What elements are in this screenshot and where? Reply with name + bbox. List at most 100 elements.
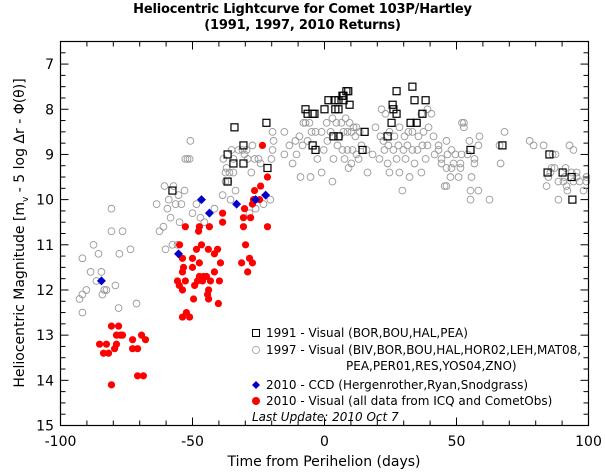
point-1997 [569, 146, 578, 154]
point-2010-visual [238, 259, 246, 267]
point-1997 [305, 118, 314, 127]
series-square-open [168, 82, 577, 204]
point-2010-ccd [96, 276, 106, 286]
point-1997 [107, 227, 116, 236]
point-1997 [86, 268, 95, 276]
point-1997 [344, 164, 353, 172]
point-2010-visual [99, 349, 108, 357]
point-1997 [582, 177, 591, 186]
point-2010-visual [111, 345, 119, 353]
point-2010-visual [188, 263, 197, 271]
x-tick-label: -100 [45, 434, 77, 450]
point-2010-ccd [232, 199, 242, 209]
legend-label-1997-line2: PEA,PER01,RES,YOS04,ZNO) [346, 359, 517, 373]
point-1997 [250, 155, 259, 163]
point-2010-visual [240, 205, 249, 213]
point-1997 [348, 146, 357, 154]
x-tick-label: -50 [181, 434, 204, 450]
point-1997 [166, 213, 175, 222]
point-1997 [317, 168, 326, 177]
point-1997 [311, 128, 320, 136]
point-1997 [554, 195, 563, 204]
point-1997 [97, 268, 106, 276]
point-1997 [200, 218, 209, 227]
point-2010-visual [216, 259, 225, 267]
point-1997 [579, 186, 588, 195]
point-1997 [280, 128, 289, 136]
point-2010-visual [107, 381, 116, 389]
point-1997 [379, 137, 388, 145]
point-1997 [75, 295, 84, 303]
point-2010-visual [258, 141, 267, 150]
point-1997 [385, 168, 394, 177]
point-1997 [554, 177, 563, 186]
point-1997 [496, 159, 505, 168]
point-1997 [424, 123, 433, 132]
point-1997 [226, 195, 235, 204]
point-1997 [238, 146, 247, 154]
point-1991 [262, 118, 271, 127]
point-1997 [442, 137, 451, 145]
point-1997 [542, 182, 551, 190]
last-update-annotation: Last Update: 2010 Oct 7 [252, 410, 399, 424]
point-1997 [269, 137, 278, 145]
point-1997 [292, 150, 301, 159]
point-1997 [229, 155, 238, 163]
point-1997 [454, 173, 463, 181]
point-1997 [333, 141, 342, 150]
point-1991 [388, 100, 397, 109]
point-1991 [568, 195, 577, 204]
point-1997 [169, 182, 178, 190]
point-2010-visual [191, 281, 199, 290]
point-2010-visual [178, 313, 187, 321]
point-1991 [311, 145, 320, 155]
point-1991 [263, 163, 272, 173]
point-1997 [434, 146, 443, 154]
point-1997 [82, 286, 91, 294]
point-1997 [447, 164, 456, 172]
point-2010-visual [102, 340, 111, 348]
point-1991 [389, 105, 398, 114]
point-1997 [180, 186, 189, 195]
point-2010-visual [205, 223, 213, 231]
point-1991 [466, 145, 475, 155]
point-1991 [310, 109, 319, 118]
point-1997 [529, 141, 538, 150]
y-tick-label: 9 [45, 147, 54, 163]
point-1997 [132, 299, 141, 308]
point-2010-visual [206, 277, 215, 285]
point-1997 [343, 128, 352, 136]
point-1997 [347, 128, 356, 136]
point-1997 [408, 146, 417, 154]
point-2010-visual [175, 241, 184, 249]
point-2010-visual [215, 277, 224, 285]
point-1997 [317, 128, 326, 136]
legend-label-1991: 1991 - Visual (BOR,BOU,HAL,PEA) [266, 326, 468, 340]
point-1997 [345, 118, 354, 127]
point-1997 [383, 159, 392, 168]
point-1997 [381, 109, 390, 118]
point-1997 [567, 168, 576, 177]
x-tick-label: 100 [575, 434, 602, 450]
point-1997 [301, 118, 310, 127]
point-1997 [446, 173, 455, 181]
point-1997 [410, 159, 419, 168]
point-1997 [470, 159, 479, 168]
point-1991 [223, 177, 232, 186]
point-1997 [339, 128, 348, 136]
x-tick-labels: -100 -50 0 50 100 [45, 434, 602, 450]
point-1991 [558, 168, 567, 177]
point-1997 [118, 227, 127, 236]
point-1997 [430, 150, 439, 159]
chart-title: Heliocentric Lightcurve for Comet 103P/H… [133, 2, 472, 17]
y-tick-label: 7 [45, 57, 54, 73]
point-2010-ccd [251, 195, 261, 205]
y-tick-labels: 7 8 9 10 11 12 13 14 15 [36, 57, 54, 434]
point-1997 [102, 286, 111, 294]
point-1997 [322, 118, 331, 127]
point-1997 [421, 155, 430, 163]
point-1997 [434, 141, 443, 150]
point-1997 [467, 173, 476, 181]
point-1997 [475, 132, 484, 141]
point-2010-visual [239, 214, 248, 222]
